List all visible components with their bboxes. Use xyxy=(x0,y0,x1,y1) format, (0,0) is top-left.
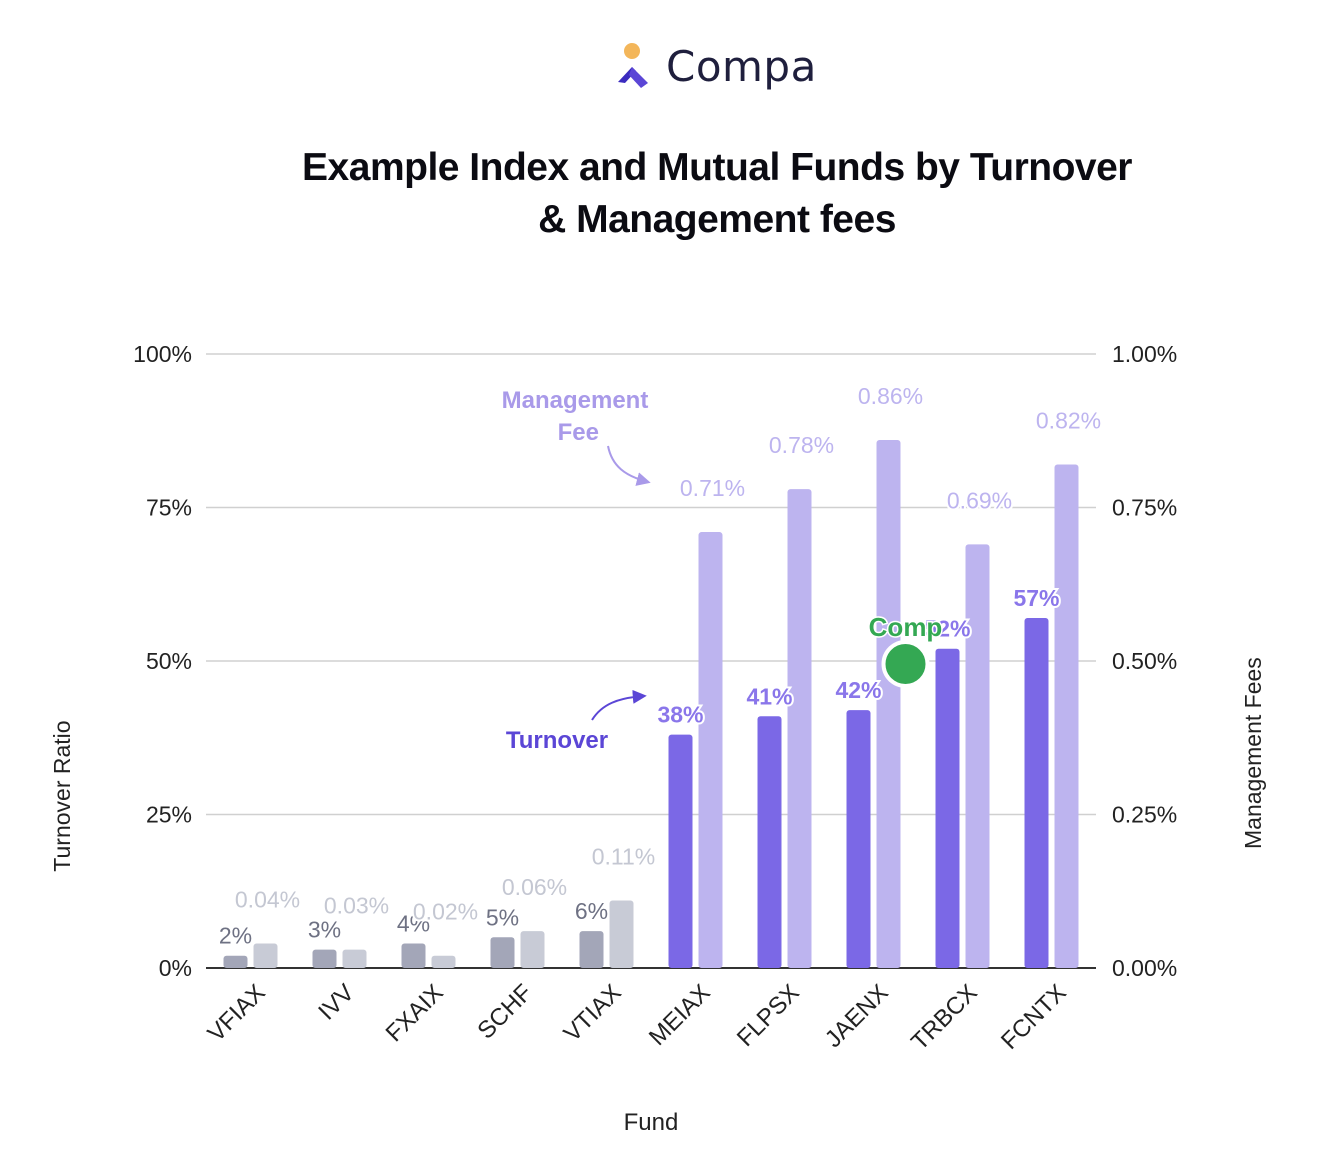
y-tick-left-label: 0% xyxy=(159,955,192,981)
comp-marker-label: Comp xyxy=(869,612,943,642)
data-label-turnover: 3% xyxy=(308,917,341,943)
x-tick-label-jaenx: JAENX xyxy=(820,979,894,1053)
bar-fee-fcntx xyxy=(1054,464,1079,968)
x-tick-label-ivv: IVV xyxy=(313,979,359,1025)
data-label-turnover: 38% xyxy=(657,702,703,728)
bar-fee-jaenx xyxy=(876,439,901,969)
data-label-turnover: 41% xyxy=(746,683,792,709)
bar-turnover-meiax xyxy=(668,734,693,968)
x-axis-title: Fund xyxy=(624,1109,679,1136)
y-tick-right-label: 1.00% xyxy=(1112,341,1177,367)
y-axis-left-title: Turnover Ratio xyxy=(49,720,75,871)
x-tick-label-fxaix: FXAIX xyxy=(381,979,449,1047)
bar-turnover-fcntx xyxy=(1024,618,1049,968)
y-tick-right-label: 0.75% xyxy=(1112,495,1177,521)
bar-turnover-trbcx xyxy=(935,648,960,968)
x-tick-label-vfiax: VFIAX xyxy=(203,979,271,1047)
bar-fee-trbcx xyxy=(965,544,990,968)
annotation-turnover-arrow xyxy=(591,689,647,721)
bar-fee-flpsx xyxy=(787,489,812,968)
y-axis-right-title: Management Fees xyxy=(1240,657,1266,849)
bar-turnover-fxaix xyxy=(401,943,426,968)
bar-fee-meiax xyxy=(698,532,723,968)
y-tick-right-label: 0.50% xyxy=(1112,648,1177,674)
brand-name: Compa xyxy=(666,41,817,91)
bar-turnover-schf xyxy=(490,937,515,968)
data-label-turnover: 4% xyxy=(397,910,430,936)
x-tick-label-flpsx: FLPSX xyxy=(732,979,805,1052)
chart-title-line-2: & Management fees xyxy=(538,198,896,241)
data-label-fee: 0.04% xyxy=(235,886,300,912)
annotation-management-fee-arrow xyxy=(607,445,651,486)
y-tick-left-label: 100% xyxy=(133,341,192,367)
data-label-fee: 0.02% xyxy=(413,899,478,925)
data-label-fee: 0.06% xyxy=(502,874,567,900)
data-label-turnover: 2% xyxy=(219,923,252,949)
compa-logo: Compa xyxy=(612,36,817,96)
bar-turnover-ivv xyxy=(312,949,337,968)
bar-fee-fxaix xyxy=(431,955,456,968)
x-tick-label-trbcx: TRBCX xyxy=(906,979,983,1056)
chart-title: Example Index and Mutual Funds by Turnov… xyxy=(100,142,1334,246)
chart-title-line-1: Example Index and Mutual Funds by Turnov… xyxy=(302,146,1132,189)
bar-turnover-jaenx xyxy=(846,710,871,968)
data-label-fee: 0.86% xyxy=(858,383,923,409)
data-label-turnover: 52% xyxy=(924,616,970,642)
y-tick-left-label: 25% xyxy=(146,802,192,828)
data-label-fee: 0.78% xyxy=(769,432,834,458)
data-label-turnover: 6% xyxy=(575,898,608,924)
annotation-turnover-label: Turnover xyxy=(506,727,608,754)
y-tick-right-label: 0.00% xyxy=(1112,955,1177,981)
bar-fee-vtiax xyxy=(609,900,634,968)
bar-fee-ivv xyxy=(342,949,367,968)
bar-turnover-vtiax xyxy=(579,931,604,968)
bar-turnover-vfiax xyxy=(223,955,248,968)
data-label-fee: 0.71% xyxy=(680,475,745,501)
data-label-fee: 0.69% xyxy=(947,487,1012,513)
bar-fee-vfiax xyxy=(253,943,278,968)
annotation-management-fee-line: Fee xyxy=(558,419,599,446)
comp-marker-dot xyxy=(881,640,930,688)
annotation-management-fee-line: Management xyxy=(502,387,649,414)
x-tick-label-meiax: MEIAX xyxy=(644,979,716,1051)
data-label-turnover: 42% xyxy=(835,677,881,703)
bar-turnover-flpsx xyxy=(757,716,782,968)
x-tick-label-fcntx: FCNTX xyxy=(996,979,1072,1055)
data-label-fee: 0.03% xyxy=(324,893,389,919)
y-tick-right-label: 0.25% xyxy=(1112,802,1177,828)
x-tick-label-schf: SCHF xyxy=(472,979,537,1044)
data-label-fee: 0.82% xyxy=(1036,408,1101,434)
y-tick-left-label: 75% xyxy=(146,495,192,521)
bar-fee-schf xyxy=(520,931,545,968)
compa-logo-icon xyxy=(618,43,648,88)
data-label-turnover: 57% xyxy=(1013,585,1059,611)
data-label-turnover: 5% xyxy=(486,904,519,930)
data-label-fee: 0.11% xyxy=(592,843,656,869)
x-tick-label-vtiax: VTIAX xyxy=(559,979,627,1047)
y-tick-left-label: 50% xyxy=(146,648,192,674)
